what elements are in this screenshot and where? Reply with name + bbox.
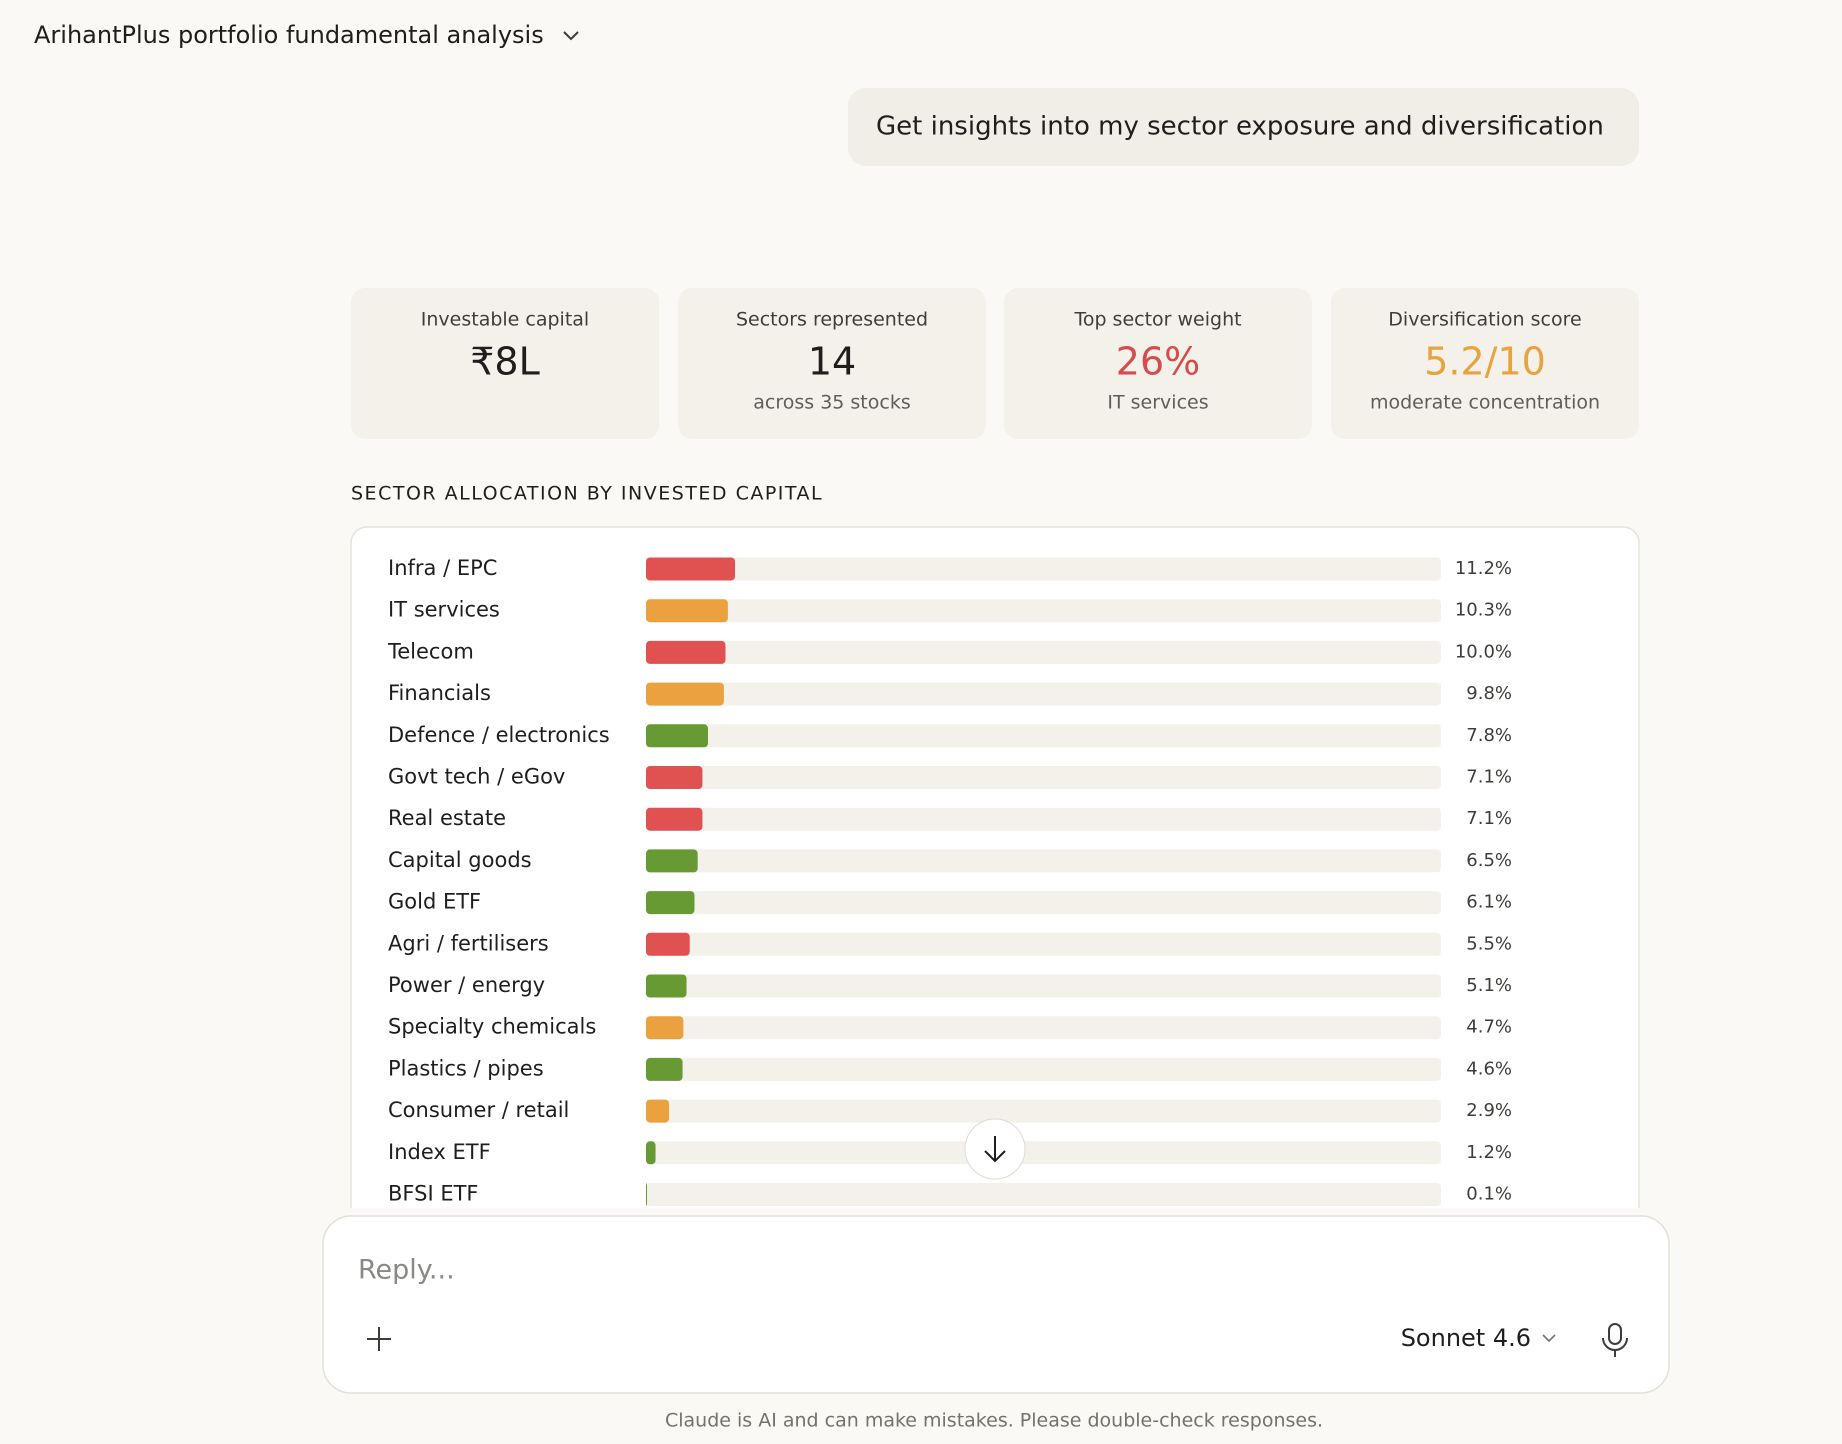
bar-track [646,807,1441,831]
bar-track [646,640,1441,664]
category-label: Gold ETF [388,890,481,914]
stat-card [351,288,659,439]
category-label: Consumer / retail [388,1098,569,1122]
stat-label: Top sector weight [1073,309,1241,331]
value-label: 1.2% [1466,1142,1512,1163]
bar-track [646,724,1441,748]
value-label: 10.0% [1455,641,1512,662]
value-label: 0.1% [1466,1184,1512,1205]
stat-value: 5.2/10 [1424,340,1546,384]
stat-label: Sectors represented [736,309,928,331]
model-chevron[interactable] [1542,1334,1556,1343]
category-label: Real estate [388,806,506,830]
value-label: 5.1% [1466,975,1512,996]
bar-track [646,1099,1441,1123]
stat-card [1331,288,1639,439]
bar-track [646,682,1441,706]
chat-title[interactable]: ArihantPlus portfolio fundamental analys… [34,21,544,49]
mic-button[interactable] [1602,1323,1628,1357]
stat-value: 14 [808,340,856,384]
value-label: 6.1% [1466,892,1512,913]
bar-track [646,974,1441,998]
bar [646,849,698,873]
bar [646,1183,647,1206]
bar-track [646,849,1441,873]
bar-track [646,1141,1441,1165]
category-label: Index ETF [388,1140,491,1164]
value-label: 6.5% [1466,850,1512,871]
disclaimer: Claude is AI and can make mistakes. Plea… [665,1410,1323,1432]
reply-placeholder[interactable]: Reply... [358,1255,455,1286]
stat-cards: Investable capital ₹8L Sectors represented… [351,288,1639,439]
bar [646,1141,656,1165]
stat-value: ₹8L [470,340,540,384]
category-label: Defence / electronics [388,723,610,747]
bar-track [646,557,1441,581]
value-label: 10.3% [1455,600,1512,621]
add-button[interactable] [367,1327,391,1351]
user-bubble [848,88,1639,166]
bar [646,640,726,664]
stat-note: moderate concentration [1370,392,1600,414]
bar [646,1057,683,1081]
bar-track [646,1016,1441,1040]
category-label: Plastics / pipes [388,1056,544,1080]
category-label: IT services [388,598,500,622]
bar-track [646,932,1441,956]
stat-label: Diversification score [1388,309,1581,331]
category-label: Agri / fertilisers [388,931,549,955]
bar-track [646,1183,1441,1206]
category-label: Infra / EPC [388,556,497,580]
bar-track [646,891,1441,915]
title-chevron[interactable] [563,31,579,41]
bar [646,557,736,581]
stat-label: Investable capital [421,309,589,331]
bar [646,724,709,748]
user-message: Get insights into my sector exposure and… [876,112,1604,142]
chart-title: SECTOR ALLOCATION BY INVESTED CAPITAL [351,483,823,505]
value-label: 7.1% [1466,808,1512,829]
value-label: 9.8% [1466,683,1512,704]
bar [646,599,728,623]
chart: Infra / EPC 11.2% IT services 10.3% Telecom 1… [387,556,1512,1206]
value-label: 4.7% [1466,1017,1512,1038]
category-label: Capital goods [388,848,532,872]
category-label: BFSI ETF [388,1182,479,1206]
bar [646,807,703,831]
value-label: 4.6% [1466,1058,1512,1079]
composer[interactable] [322,1215,1670,1394]
category-label: Govt tech / eGov [388,765,565,789]
category-label: Power / energy [388,973,545,997]
stat-card [678,288,986,439]
model-selector[interactable]: Sonnet 4.6 [1401,1324,1531,1352]
value-label: 7.8% [1466,725,1512,746]
bar-track [646,599,1441,623]
bar [646,682,724,706]
category-label: Telecom [387,639,474,663]
bar [646,766,703,789]
value-label: 11.2% [1455,558,1512,579]
bar [646,932,690,956]
value-label: 5.5% [1466,933,1512,954]
stat-note: IT services [1107,392,1208,414]
bar [646,1016,684,1040]
stat-card [1004,288,1312,439]
stat-value: 26% [1116,340,1200,384]
value-label: 2.9% [1466,1100,1512,1121]
category-label: Specialty chemicals [388,1015,596,1039]
category-label: Financials [388,681,491,705]
bar-track [646,766,1441,789]
value-label: 7.1% [1466,767,1512,788]
bar [646,891,695,915]
bar-track [646,1057,1441,1081]
stat-note: across 35 stocks [753,392,910,414]
bar [646,974,687,998]
bar [646,1099,670,1123]
scroll-down-icon [984,1136,1006,1163]
